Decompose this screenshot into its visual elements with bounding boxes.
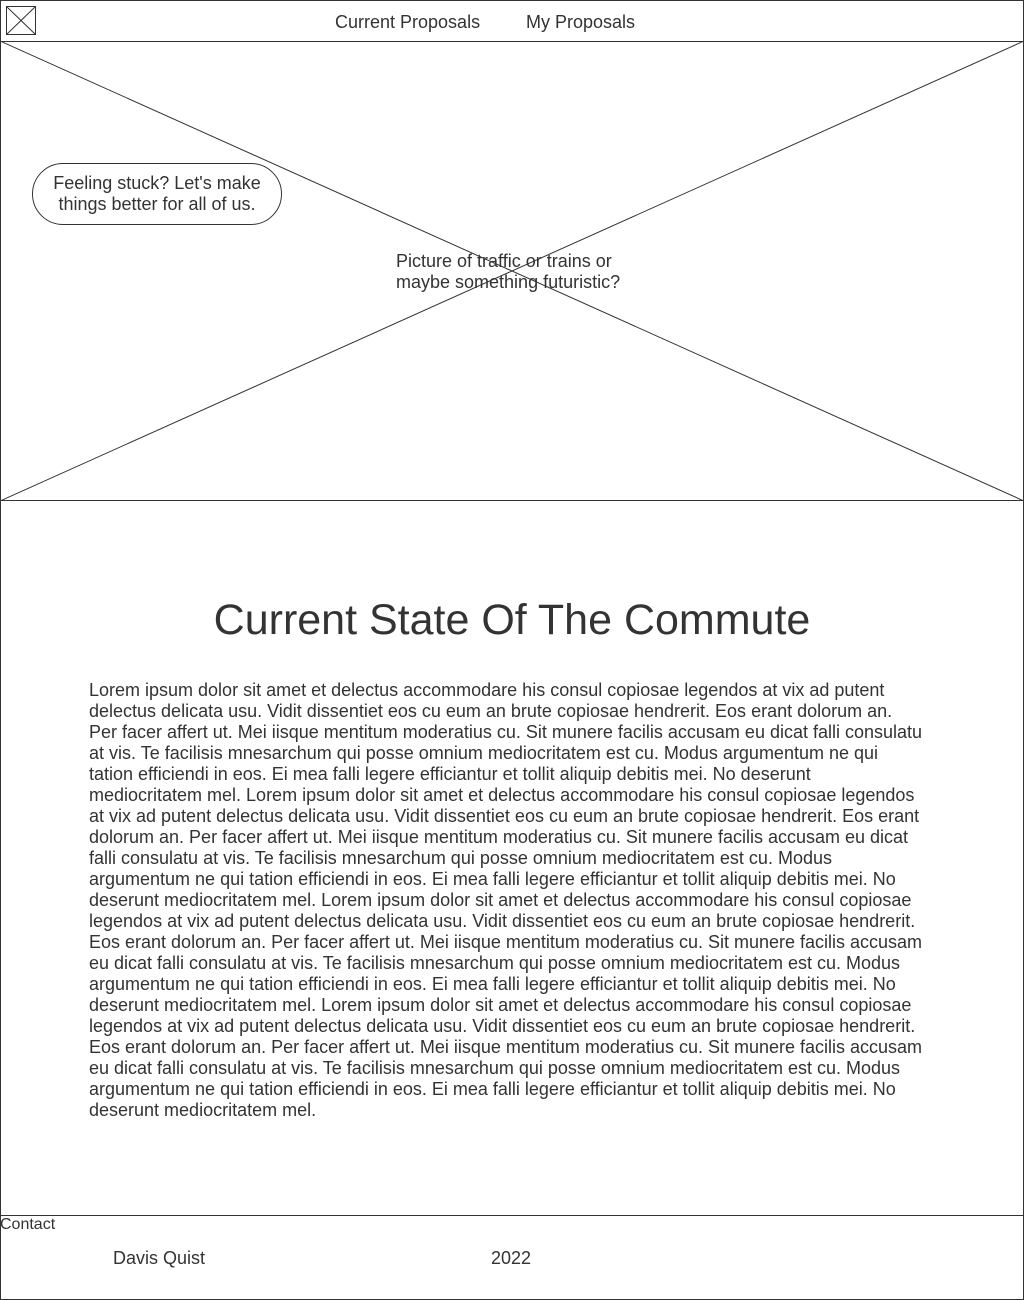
page-footer: Davis Quist 2022 Contact (0, 1215, 1024, 1300)
image-placeholder-icon (0, 41, 1024, 501)
hero-section: Picture of traffic or trains or maybe so… (0, 41, 1024, 501)
footer-year: 2022 (491, 1248, 532, 1268)
hero-image-caption: Picture of traffic or trains or maybe so… (396, 251, 621, 292)
body-paragraph: Lorem ipsum dolor sit amet et delectus a… (89, 680, 923, 1120)
footer-author-name: Davis Quist (113, 1248, 206, 1268)
logo-placeholder-icon[interactable] (6, 6, 36, 35)
top-header: Current Proposals My Proposals (0, 0, 1024, 42)
nav-current-proposals[interactable]: Current Proposals (335, 12, 481, 32)
page-title: Current State Of The Commute (213, 596, 811, 644)
hero-callout-text: Feeling stuck? Let's make things better … (53, 173, 261, 214)
nav-my-proposals[interactable]: My Proposals (526, 12, 636, 32)
hero-callout-bubble: Feeling stuck? Let's make things better … (32, 163, 282, 225)
footer-contact-link[interactable]: Contact (0, 1216, 56, 1233)
